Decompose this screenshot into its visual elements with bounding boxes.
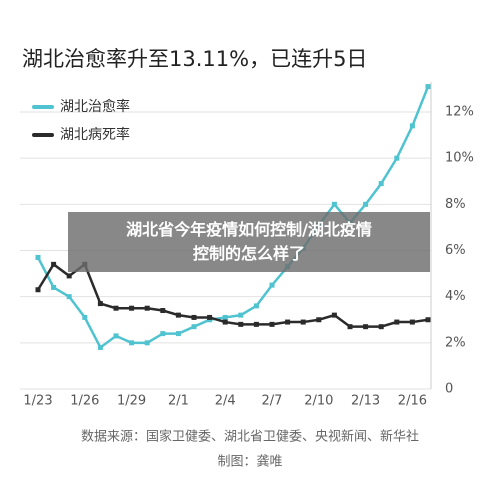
point	[253, 303, 259, 309]
x-tick-label: 2/7	[262, 394, 283, 409]
point	[222, 319, 228, 325]
point	[331, 201, 337, 207]
point	[300, 319, 306, 325]
point	[113, 333, 119, 339]
point	[425, 317, 431, 323]
point	[409, 319, 415, 325]
point	[285, 319, 291, 325]
point	[175, 312, 181, 318]
point	[394, 155, 400, 161]
point	[144, 340, 150, 346]
point	[51, 284, 57, 290]
y-tick-label: 10%	[445, 151, 474, 166]
y-tick-label: 8%	[445, 197, 466, 212]
x-tick-label: 1/29	[117, 394, 146, 409]
point	[35, 287, 41, 293]
point	[191, 314, 197, 320]
x-tick-label: 1/26	[70, 394, 99, 409]
point	[129, 340, 135, 346]
point	[331, 312, 337, 318]
point	[191, 324, 197, 330]
series-line	[36, 86, 430, 350]
x-tick-label: 2/4	[215, 394, 236, 409]
point	[269, 321, 275, 327]
point	[207, 314, 213, 320]
x-tick-label: 2/13	[351, 394, 380, 409]
y-tick-label: 12%	[445, 105, 474, 120]
x-tick-label: 2/16	[398, 394, 427, 409]
point	[253, 321, 259, 327]
chart-title: 湖北治愈率升至13.11%，已连升5日	[22, 47, 367, 71]
legend-label: 湖北病死率	[60, 126, 130, 143]
overlay-text: 湖北省今年疫情如何控制/湖北疫情控制的怎么样了	[126, 220, 372, 263]
point	[363, 201, 369, 207]
point	[269, 282, 275, 288]
point	[409, 123, 415, 129]
point	[394, 319, 400, 325]
point	[378, 324, 384, 330]
point	[238, 321, 244, 327]
point	[425, 84, 431, 90]
point	[316, 317, 322, 323]
point	[113, 305, 119, 311]
overlay-banner	[68, 212, 430, 272]
point	[222, 314, 228, 320]
x-tick-label: 2/10	[304, 394, 333, 409]
point	[51, 261, 57, 267]
legend-label: 湖北治愈率	[60, 98, 130, 115]
point	[363, 324, 369, 330]
point	[97, 301, 103, 307]
point	[175, 331, 181, 337]
point	[238, 312, 244, 318]
x-tick-label: 1/23	[23, 394, 52, 409]
point	[378, 181, 384, 187]
point	[160, 331, 166, 337]
point	[66, 294, 72, 300]
source: 数据来源：国家卫健委、湖北省卫健委、央视新闻、新华社	[81, 429, 419, 445]
x-tick-label: 2/1	[168, 394, 189, 409]
point	[144, 305, 150, 311]
point	[347, 324, 353, 330]
y-tick-label: 0	[445, 382, 453, 397]
point	[82, 314, 88, 320]
y-tick-label: 2%	[445, 335, 466, 350]
point	[129, 305, 135, 311]
point	[35, 254, 41, 260]
credit: 制图：龚唯	[217, 455, 282, 470]
point	[66, 273, 72, 279]
y-tick-label: 6%	[445, 243, 466, 258]
y-tick-label: 4%	[445, 289, 466, 304]
series-line	[36, 262, 429, 328]
point	[97, 344, 103, 350]
point	[160, 308, 166, 314]
